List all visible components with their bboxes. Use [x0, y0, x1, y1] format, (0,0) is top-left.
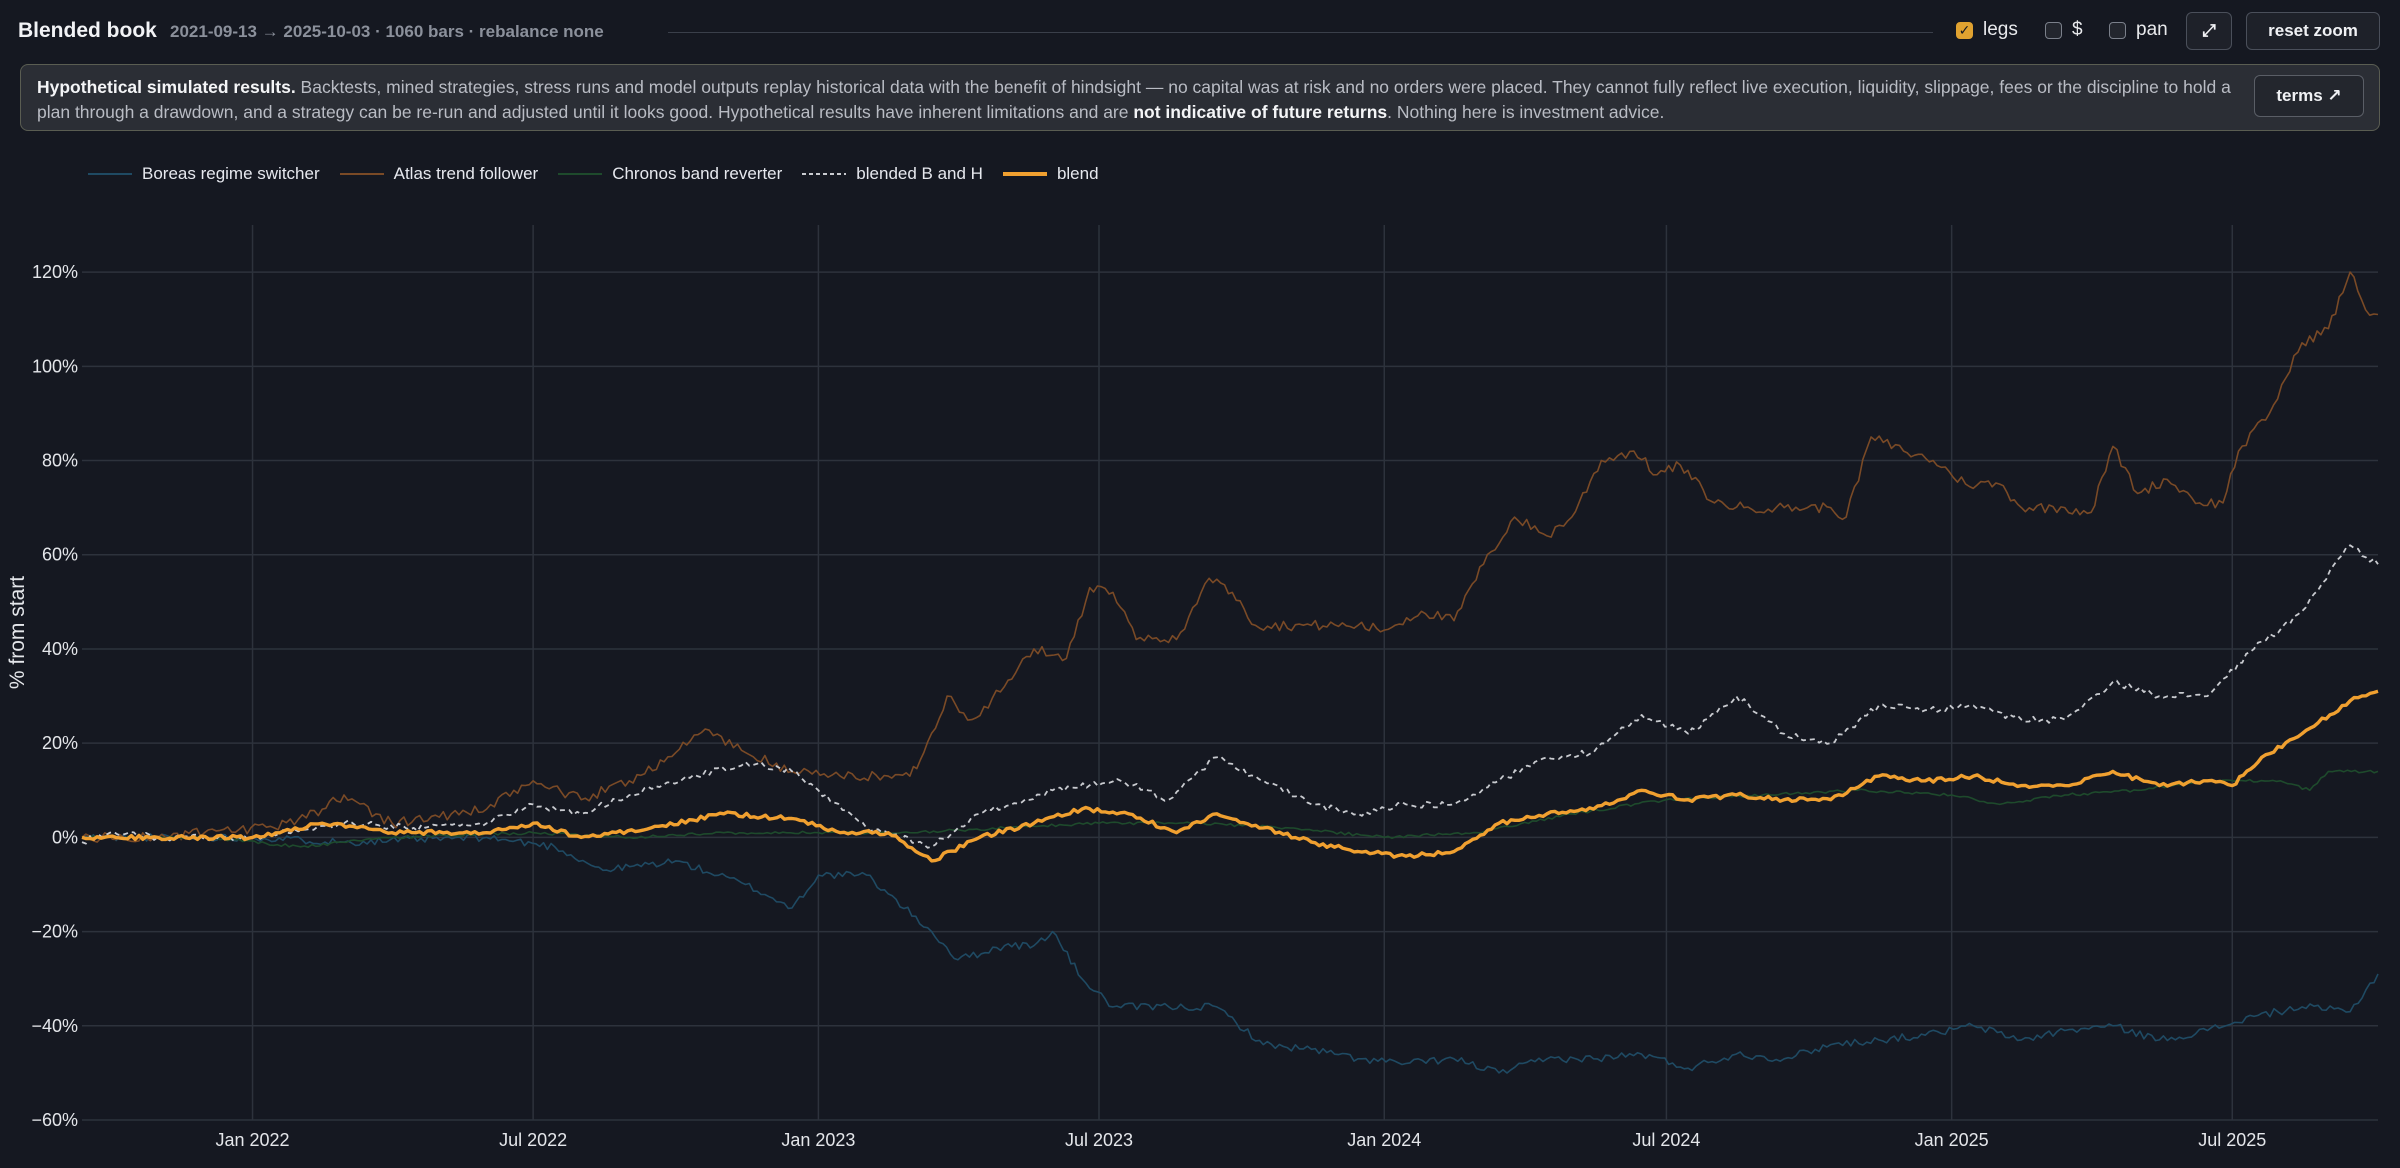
legend-label-atlas: Atlas trend follower — [393, 164, 539, 183]
terms-button[interactable]: terms ↗ — [2254, 75, 2364, 117]
header-divider — [668, 32, 1933, 33]
y-tick-label: −60% — [31, 1110, 78, 1130]
legend-item-boreas[interactable]: Boreas regime switcher — [88, 164, 320, 184]
y-tick-label: 0% — [52, 827, 78, 847]
legend-label-blended-bh: blended B and H — [856, 164, 983, 183]
y-axis-ticks: −60% −40% −20% 0% 20% 40% 60% 80% 100% 120% — [31, 262, 78, 1130]
x-axis-ticks: Jan 2022 Jul 2022 Jan 2023 Jul 2023 Jan 2024… — [215, 1130, 2266, 1150]
chart-grid — [82, 225, 2378, 1121]
legend-item-blend[interactable]: blend — [1002, 164, 1099, 184]
header-bar: Blended book 2021-09-13 → 2025-10-03 · 1… — [0, 0, 2400, 62]
y-tick-label: 100% — [32, 356, 78, 376]
legend-item-blended-bh[interactable]: blended B and H — [802, 164, 983, 184]
disclaimer-emphasis: not indicative of future returns — [1133, 102, 1388, 122]
x-tick-label: Jul 2022 — [499, 1130, 567, 1150]
disclaimer-body-2: . Nothing here is investment advice. — [1387, 102, 1665, 122]
legs-toggle[interactable]: ✓ legs — [1956, 19, 2018, 41]
x-tick-label: Jan 2023 — [781, 1130, 855, 1150]
x-tick-label: Jul 2023 — [1065, 1130, 1133, 1150]
x-tick-label: Jan 2025 — [1915, 1130, 1989, 1150]
reset-zoom-button[interactable]: reset zoom — [2246, 12, 2380, 50]
page-title: Blended book — [18, 19, 157, 42]
x-tick-label: Jan 2022 — [215, 1130, 289, 1150]
chart-legend: Boreas regime switcher Atlas trend follo… — [88, 164, 1119, 184]
legend-swatch-boreas — [88, 173, 132, 175]
series-line-chronos — [81, 769, 2379, 848]
range-summary: 2021-09-13 → 2025-10-03 · 1060 bars · re… — [170, 22, 604, 41]
legend-label-boreas: Boreas regime switcher — [142, 164, 320, 183]
disclaimer-banner: Hypothetical simulated results. Backtest… — [20, 64, 2380, 131]
legend-swatch-chronos — [558, 173, 603, 175]
dollar-label: $ — [2072, 19, 2083, 40]
dollar-toggle[interactable]: $ — [2045, 19, 2083, 41]
disclaimer-text: Hypothetical simulated results. Backtest… — [37, 75, 2232, 125]
y-tick-label: 120% — [32, 262, 78, 282]
legend-swatch-atlas — [339, 173, 384, 175]
chart-series — [81, 271, 2379, 1074]
y-tick-label: 60% — [42, 545, 78, 565]
legend-item-chronos[interactable]: Chronos band reverter — [558, 164, 782, 184]
disclaimer-lead: Hypothetical simulated results. — [37, 77, 296, 97]
legend-label-blend: blend — [1056, 164, 1099, 183]
expand-button[interactable]: ⤢ — [2186, 12, 2232, 50]
legs-checkbox-icon[interactable]: ✓ — [1956, 21, 1973, 39]
y-tick-label: −20% — [31, 922, 78, 942]
legend-label-chronos: Chronos band reverter — [612, 164, 783, 183]
y-tick-label: −40% — [31, 1016, 78, 1036]
pan-checkbox-icon[interactable] — [2109, 21, 2126, 39]
y-axis-label: % from start — [6, 576, 29, 689]
x-tick-label: Jul 2024 — [1632, 1130, 1700, 1150]
disclaimer-body-1: Backtests, mined strategies, stress runs… — [37, 77, 2231, 122]
pan-toggle[interactable]: pan — [2109, 19, 2168, 41]
dollar-checkbox-icon[interactable] — [2045, 21, 2062, 39]
y-tick-label: 40% — [42, 639, 78, 659]
series-line-blend — [81, 689, 2379, 863]
legs-label: legs — [1983, 19, 2018, 40]
pan-label: pan — [2136, 19, 2168, 40]
equity-chart[interactable]: −60% −40% −20% 0% 20% 40% 60% 80% 100% 120% Jan 2… — [0, 200, 2400, 1168]
series-line-atlas — [81, 271, 2379, 843]
y-tick-label: 20% — [42, 733, 78, 753]
x-tick-label: Jul 2025 — [2198, 1130, 2266, 1150]
legend-swatch-blended-bh — [802, 173, 847, 175]
series-line-boreas — [81, 833, 2379, 1074]
y-tick-label: 80% — [42, 451, 78, 471]
x-tick-label: Jan 2024 — [1347, 1130, 1421, 1150]
series-line-blended-bh — [81, 544, 2379, 849]
legend-item-atlas[interactable]: Atlas trend follower — [339, 164, 539, 184]
expand-icon: ⤢ — [2202, 21, 2216, 40]
legend-swatch-blend — [1002, 172, 1047, 176]
